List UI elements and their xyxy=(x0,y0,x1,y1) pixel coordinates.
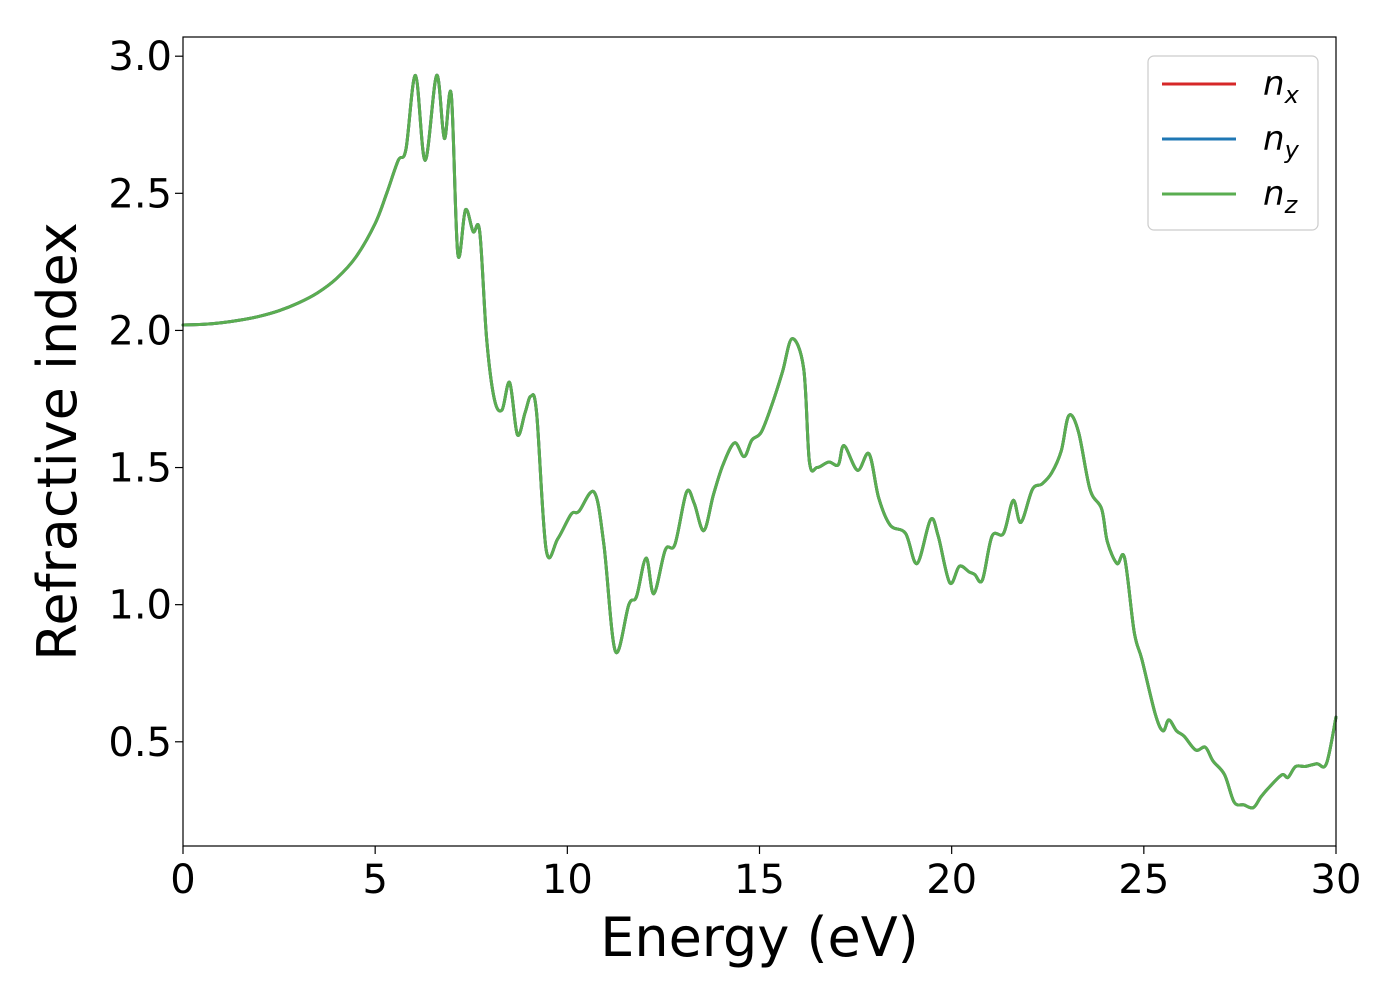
y-tick-label: 1.0 xyxy=(108,583,172,629)
x-tick-label: 10 xyxy=(542,857,593,903)
series-line-nz xyxy=(181,73,1338,810)
x-tick-label: 20 xyxy=(926,857,977,903)
plot-area xyxy=(183,37,1336,846)
x-axis-title: Energy (eV) xyxy=(600,906,919,969)
y-tick-label: 3.0 xyxy=(108,34,172,80)
legend-label-ny: ny xyxy=(1263,119,1300,164)
legend-label-nz: nz xyxy=(1263,174,1299,219)
y-tick-label: 2.0 xyxy=(108,308,172,354)
legend-label-nx: nx xyxy=(1263,64,1300,109)
x-axis: 0 5 10 15 20 25 30 xyxy=(170,846,1361,903)
x-tick-label: 15 xyxy=(734,857,785,903)
series-layer xyxy=(181,73,1338,810)
y-tick-label: 0.5 xyxy=(108,720,172,766)
y-tick-label: 1.5 xyxy=(108,446,172,492)
y-axis: 0.5 1.0 1.5 2.0 2.5 3.0 xyxy=(108,34,183,766)
y-axis-title: Refractive index xyxy=(26,222,89,661)
x-tick-label: 5 xyxy=(362,857,387,903)
x-tick-label: 25 xyxy=(1118,857,1169,903)
x-tick-label: 30 xyxy=(1311,857,1362,903)
y-tick-label: 2.5 xyxy=(108,171,172,217)
x-tick-label: 0 xyxy=(170,857,195,903)
legend: nx ny nz xyxy=(1147,55,1319,231)
legend-frame xyxy=(1147,55,1319,231)
